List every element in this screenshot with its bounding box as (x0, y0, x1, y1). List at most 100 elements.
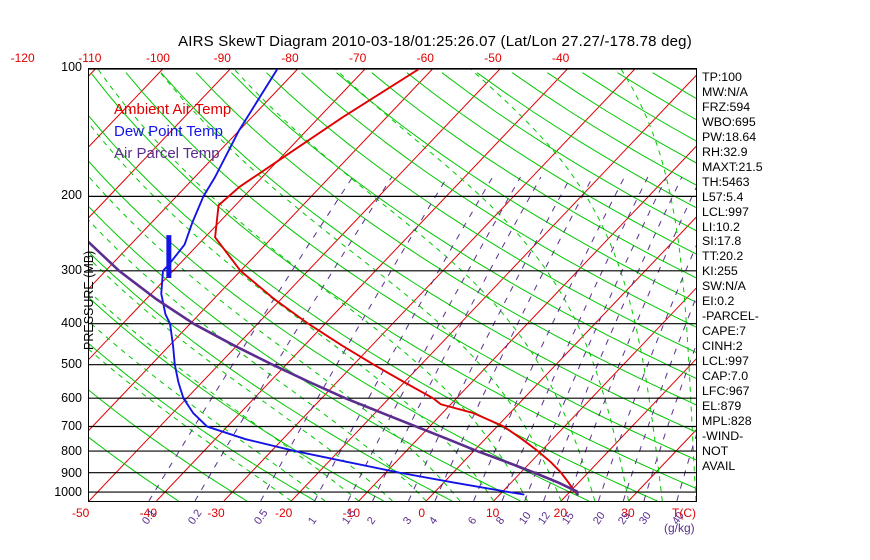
mixing-ratio-tick-12: 12 (536, 509, 553, 527)
top-temp-tick--120: -120 (10, 51, 35, 65)
bottom-temp-tick--10: -10 (342, 506, 360, 520)
dry-adiabat-line (89, 436, 179, 501)
index-not: NOT (702, 443, 729, 458)
dry-adiabat-line (617, 72, 696, 121)
dry-adiabat-line (511, 72, 696, 186)
pressure-tick-400: 400 (61, 315, 82, 330)
pressure-axis-label: PRESSURE (MB) (82, 250, 96, 350)
mixing-ratio-line (643, 344, 696, 501)
pressure-tick-100: 100 (61, 60, 82, 74)
dry-adiabat-line (90, 72, 696, 489)
pressure-tick-300: 300 (61, 262, 82, 277)
mixing-ratio-line (194, 176, 393, 501)
mixing-ratio-line (622, 296, 696, 501)
mixing-ratio-tick-0.5: 0.5 (252, 507, 271, 527)
moist-adiabat-line (97, 69, 528, 501)
index-avail: AVAIL (702, 458, 736, 473)
mixing-ratio-tick-3: 3 (400, 514, 414, 527)
index-wbo695: WBO:695 (702, 114, 756, 129)
bottom-temp-tick--20: -20 (275, 506, 293, 520)
mixing-ratio-tick-30: 30 (636, 509, 654, 527)
bottom-temp-tick--50: -50 (72, 506, 90, 520)
top-temp-tick--90: -90 (213, 51, 231, 65)
isotherm-line (493, 287, 696, 501)
mixing-ratio-tick-0.2: 0.2 (186, 507, 205, 527)
index-li102: LI:10.2 (702, 219, 740, 234)
index-lcl997: LCL:997 (702, 354, 749, 369)
dry-adiabat-line (89, 160, 590, 501)
index-ki255: KI:255 (702, 264, 738, 279)
pressure-tick-900: 900 (61, 465, 82, 480)
isotherm-line (89, 69, 231, 219)
series-ambient-air-temp (214, 69, 579, 496)
index-tt202: TT:20.2 (702, 249, 744, 264)
mixing-ratio-tick-1: 1 (306, 514, 320, 527)
series-dew-point-temp (160, 69, 525, 496)
mixing-ratio-line (407, 176, 572, 501)
moist-adiabat-line (89, 349, 292, 501)
dry-adiabat-line (89, 343, 316, 501)
isotherm-line (89, 69, 298, 290)
curve-layer (89, 69, 579, 496)
bottom-temp-tick--30: -30 (207, 506, 225, 520)
dry-adiabat-line (476, 72, 696, 209)
isotherm-line (89, 69, 164, 148)
series-air-parcel-temp (89, 240, 579, 496)
bottom-temp-tick-0: 0 (418, 506, 426, 520)
top-temp-tick--40: -40 (551, 51, 570, 65)
index-ei02: EI:0.2 (702, 294, 735, 309)
moist-adiabat-line (89, 290, 360, 501)
index-mpl828: MPL:828 (702, 413, 752, 428)
top-temp-tick--100: -100 (145, 51, 170, 65)
mixing-ratio-tick-2: 2 (364, 514, 378, 527)
index-maxt215: MAXT:21.5 (702, 159, 763, 174)
moist-adiabat-line (89, 176, 461, 501)
temperature-axis-label: T(C) (672, 506, 696, 520)
mixing-ratio-line (543, 176, 683, 501)
pressure-tick-700: 700 (61, 419, 82, 434)
dry-adiabat-line (230, 72, 696, 379)
index-th5463: TH:5463 (702, 174, 750, 189)
dry-adiabat-line (160, 72, 696, 433)
mixing-ratio-line (314, 176, 494, 501)
index-rh329: RH:32.9 (702, 144, 748, 159)
pressure-tick-500: 500 (61, 357, 82, 372)
dry-adiabat-line (441, 72, 696, 232)
legend-air-parcel-temp: Air Parcel Temp (114, 145, 220, 162)
dry-adiabat-line (582, 72, 696, 142)
bottom-temp-tick-30: 30 (621, 506, 635, 520)
bottom-temp-tick--40: -40 (139, 506, 157, 520)
dry-adiabat-line (89, 115, 658, 501)
page-title: AIRS SkewT Diagram 2010-03-18/01:25:26.0… (178, 33, 692, 50)
mixing-ratio-line (566, 186, 696, 501)
moist-adiabat-line (89, 320, 326, 501)
dry-adiabat-line (89, 206, 521, 501)
index-el879: EL:879 (702, 398, 742, 413)
index-frz594: FRZ:594 (702, 99, 751, 114)
dry-adiabat-line (125, 72, 696, 461)
mixing-ratio-line (260, 176, 448, 501)
mixing-ratio-line (347, 176, 521, 501)
dry-adiabat-line (89, 389, 248, 501)
dry-adiabat-line (547, 72, 696, 164)
mixing-ratio-line (598, 245, 696, 501)
moist-adiabat-line (89, 257, 393, 501)
pressure-tick-600: 600 (61, 390, 82, 405)
isotherm-line (89, 69, 501, 501)
isotherm-line (560, 358, 696, 501)
isotherm-line (89, 69, 366, 360)
isotherm-line (89, 69, 433, 431)
mixing-ratio-line (473, 176, 625, 501)
moist-adiabat-line (470, 69, 663, 501)
dry-adiabat-line (195, 72, 696, 406)
mixing-ratio-line (434, 176, 594, 501)
sounding-indices-panel: TP:100 MW:N/A FRZ:594 WBO:695 PW:18.64 RH:32.… (702, 70, 822, 474)
dry-adiabat-line (89, 297, 384, 501)
index-si178: SI:17.8 (702, 234, 742, 249)
mixing-ratio-line (372, 176, 542, 501)
plot-area: Ambient Air Temp Dew Point Temp Air Parc… (88, 68, 697, 502)
index-tp100: TP:100 (702, 70, 742, 84)
legend-dew-point-temp: Dew Point Temp (114, 123, 223, 140)
index-cape7: CAPE:7 (702, 324, 747, 339)
